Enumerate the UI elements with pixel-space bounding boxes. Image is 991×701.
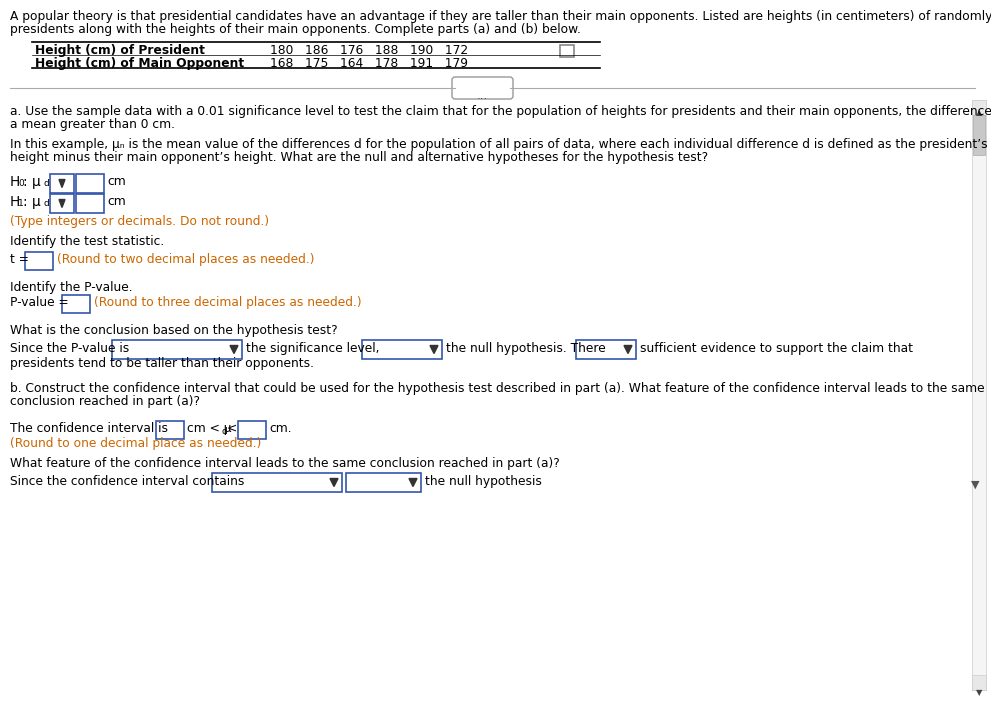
Bar bbox=[112, 340, 242, 359]
Text: 180   186   176   188   190   172: 180 186 176 188 190 172 bbox=[270, 44, 468, 57]
Text: What feature of the confidence interval leads to the same conclusion reached in : What feature of the confidence interval … bbox=[10, 457, 560, 470]
Bar bbox=[212, 473, 342, 492]
Text: Identify the test statistic.: Identify the test statistic. bbox=[10, 235, 165, 248]
Text: : μ: : μ bbox=[23, 175, 41, 189]
Bar bbox=[50, 194, 74, 213]
Bar bbox=[576, 340, 636, 359]
Text: cm: cm bbox=[107, 175, 126, 188]
Text: <: < bbox=[227, 422, 241, 435]
Text: cm.: cm. bbox=[269, 422, 291, 435]
Text: cm: cm bbox=[107, 195, 126, 208]
Text: cm < μ: cm < μ bbox=[187, 422, 232, 435]
Text: Since the P-value is: Since the P-value is bbox=[10, 342, 129, 355]
Text: d: d bbox=[43, 179, 49, 188]
Text: Height (cm) of President: Height (cm) of President bbox=[35, 44, 205, 57]
Polygon shape bbox=[330, 479, 338, 486]
Bar bbox=[972, 100, 986, 690]
Bar bbox=[238, 421, 266, 439]
Bar bbox=[560, 45, 574, 57]
Text: ...: ... bbox=[477, 89, 488, 102]
Text: presidents along with the heights of their main opponents. Complete parts (a) an: presidents along with the heights of the… bbox=[10, 23, 581, 36]
Text: (Type integers or decimals. Do not round.): (Type integers or decimals. Do not round… bbox=[10, 215, 270, 228]
Text: (Round to two decimal places as needed.): (Round to two decimal places as needed.) bbox=[57, 253, 314, 266]
Text: d: d bbox=[43, 199, 49, 208]
Text: Since the confidence interval contains: Since the confidence interval contains bbox=[10, 475, 245, 488]
Text: d: d bbox=[222, 427, 228, 436]
Text: a mean greater than 0 cm.: a mean greater than 0 cm. bbox=[10, 118, 175, 131]
Text: Identify the P-value.: Identify the P-value. bbox=[10, 281, 133, 294]
Bar bbox=[156, 421, 184, 439]
Text: A popular theory is that presidential candidates have an advantage if they are t: A popular theory is that presidential ca… bbox=[10, 10, 991, 23]
Polygon shape bbox=[59, 179, 65, 187]
Bar bbox=[50, 174, 74, 193]
Text: : μ: : μ bbox=[23, 195, 41, 209]
Text: ▼: ▼ bbox=[976, 688, 982, 697]
Text: sufficient evidence to support the claim that: sufficient evidence to support the claim… bbox=[640, 342, 913, 355]
Text: (Round to three decimal places as needed.): (Round to three decimal places as needed… bbox=[94, 296, 362, 309]
Text: t =: t = bbox=[10, 253, 29, 266]
Text: What is the conclusion based on the hypothesis test?: What is the conclusion based on the hypo… bbox=[10, 324, 338, 337]
Bar bbox=[76, 194, 104, 213]
Text: conclusion reached in part (a)?: conclusion reached in part (a)? bbox=[10, 395, 200, 408]
FancyBboxPatch shape bbox=[452, 77, 513, 99]
Text: 0: 0 bbox=[18, 179, 24, 188]
Polygon shape bbox=[230, 346, 238, 353]
Text: b. Construct the confidence interval that could be used for the hypothesis test : b. Construct the confidence interval tha… bbox=[10, 382, 985, 395]
Bar bbox=[76, 174, 104, 193]
Text: presidents tend to be taller than their opponents.: presidents tend to be taller than their … bbox=[10, 357, 314, 370]
Bar bbox=[25, 252, 53, 270]
Polygon shape bbox=[430, 346, 438, 353]
Text: P-value =: P-value = bbox=[10, 296, 68, 309]
Polygon shape bbox=[624, 346, 632, 353]
Text: 168   175   164   178   191   179: 168 175 164 178 191 179 bbox=[270, 57, 468, 70]
Text: height minus their main opponent’s height. What are the null and alternative hyp: height minus their main opponent’s heigh… bbox=[10, 151, 709, 164]
Polygon shape bbox=[409, 479, 417, 486]
Text: the null hypothesis: the null hypothesis bbox=[425, 475, 542, 488]
Text: H: H bbox=[10, 195, 20, 209]
Text: 1: 1 bbox=[18, 199, 24, 208]
Bar bbox=[972, 675, 986, 690]
Text: the null hypothesis. There: the null hypothesis. There bbox=[446, 342, 606, 355]
Polygon shape bbox=[59, 200, 65, 207]
Text: ▲: ▲ bbox=[976, 108, 982, 117]
Text: (Round to one decimal place as needed.): (Round to one decimal place as needed.) bbox=[10, 437, 262, 450]
Text: Height (cm) of Main Opponent: Height (cm) of Main Opponent bbox=[35, 57, 244, 70]
Bar bbox=[346, 473, 421, 492]
Text: the significance level,: the significance level, bbox=[246, 342, 380, 355]
Bar bbox=[62, 295, 90, 313]
Text: The confidence interval is: The confidence interval is bbox=[10, 422, 168, 435]
Text: H: H bbox=[10, 175, 20, 189]
Bar bbox=[362, 340, 442, 359]
Text: In this example, μₙ is the mean value of the differences d for the population of: In this example, μₙ is the mean value of… bbox=[10, 138, 988, 151]
Bar bbox=[972, 100, 986, 115]
Bar bbox=[973, 115, 985, 155]
Text: a. Use the sample data with a 0.01 significance level to test the claim that for: a. Use the sample data with a 0.01 signi… bbox=[10, 105, 991, 118]
Text: ▼: ▼ bbox=[971, 480, 979, 490]
